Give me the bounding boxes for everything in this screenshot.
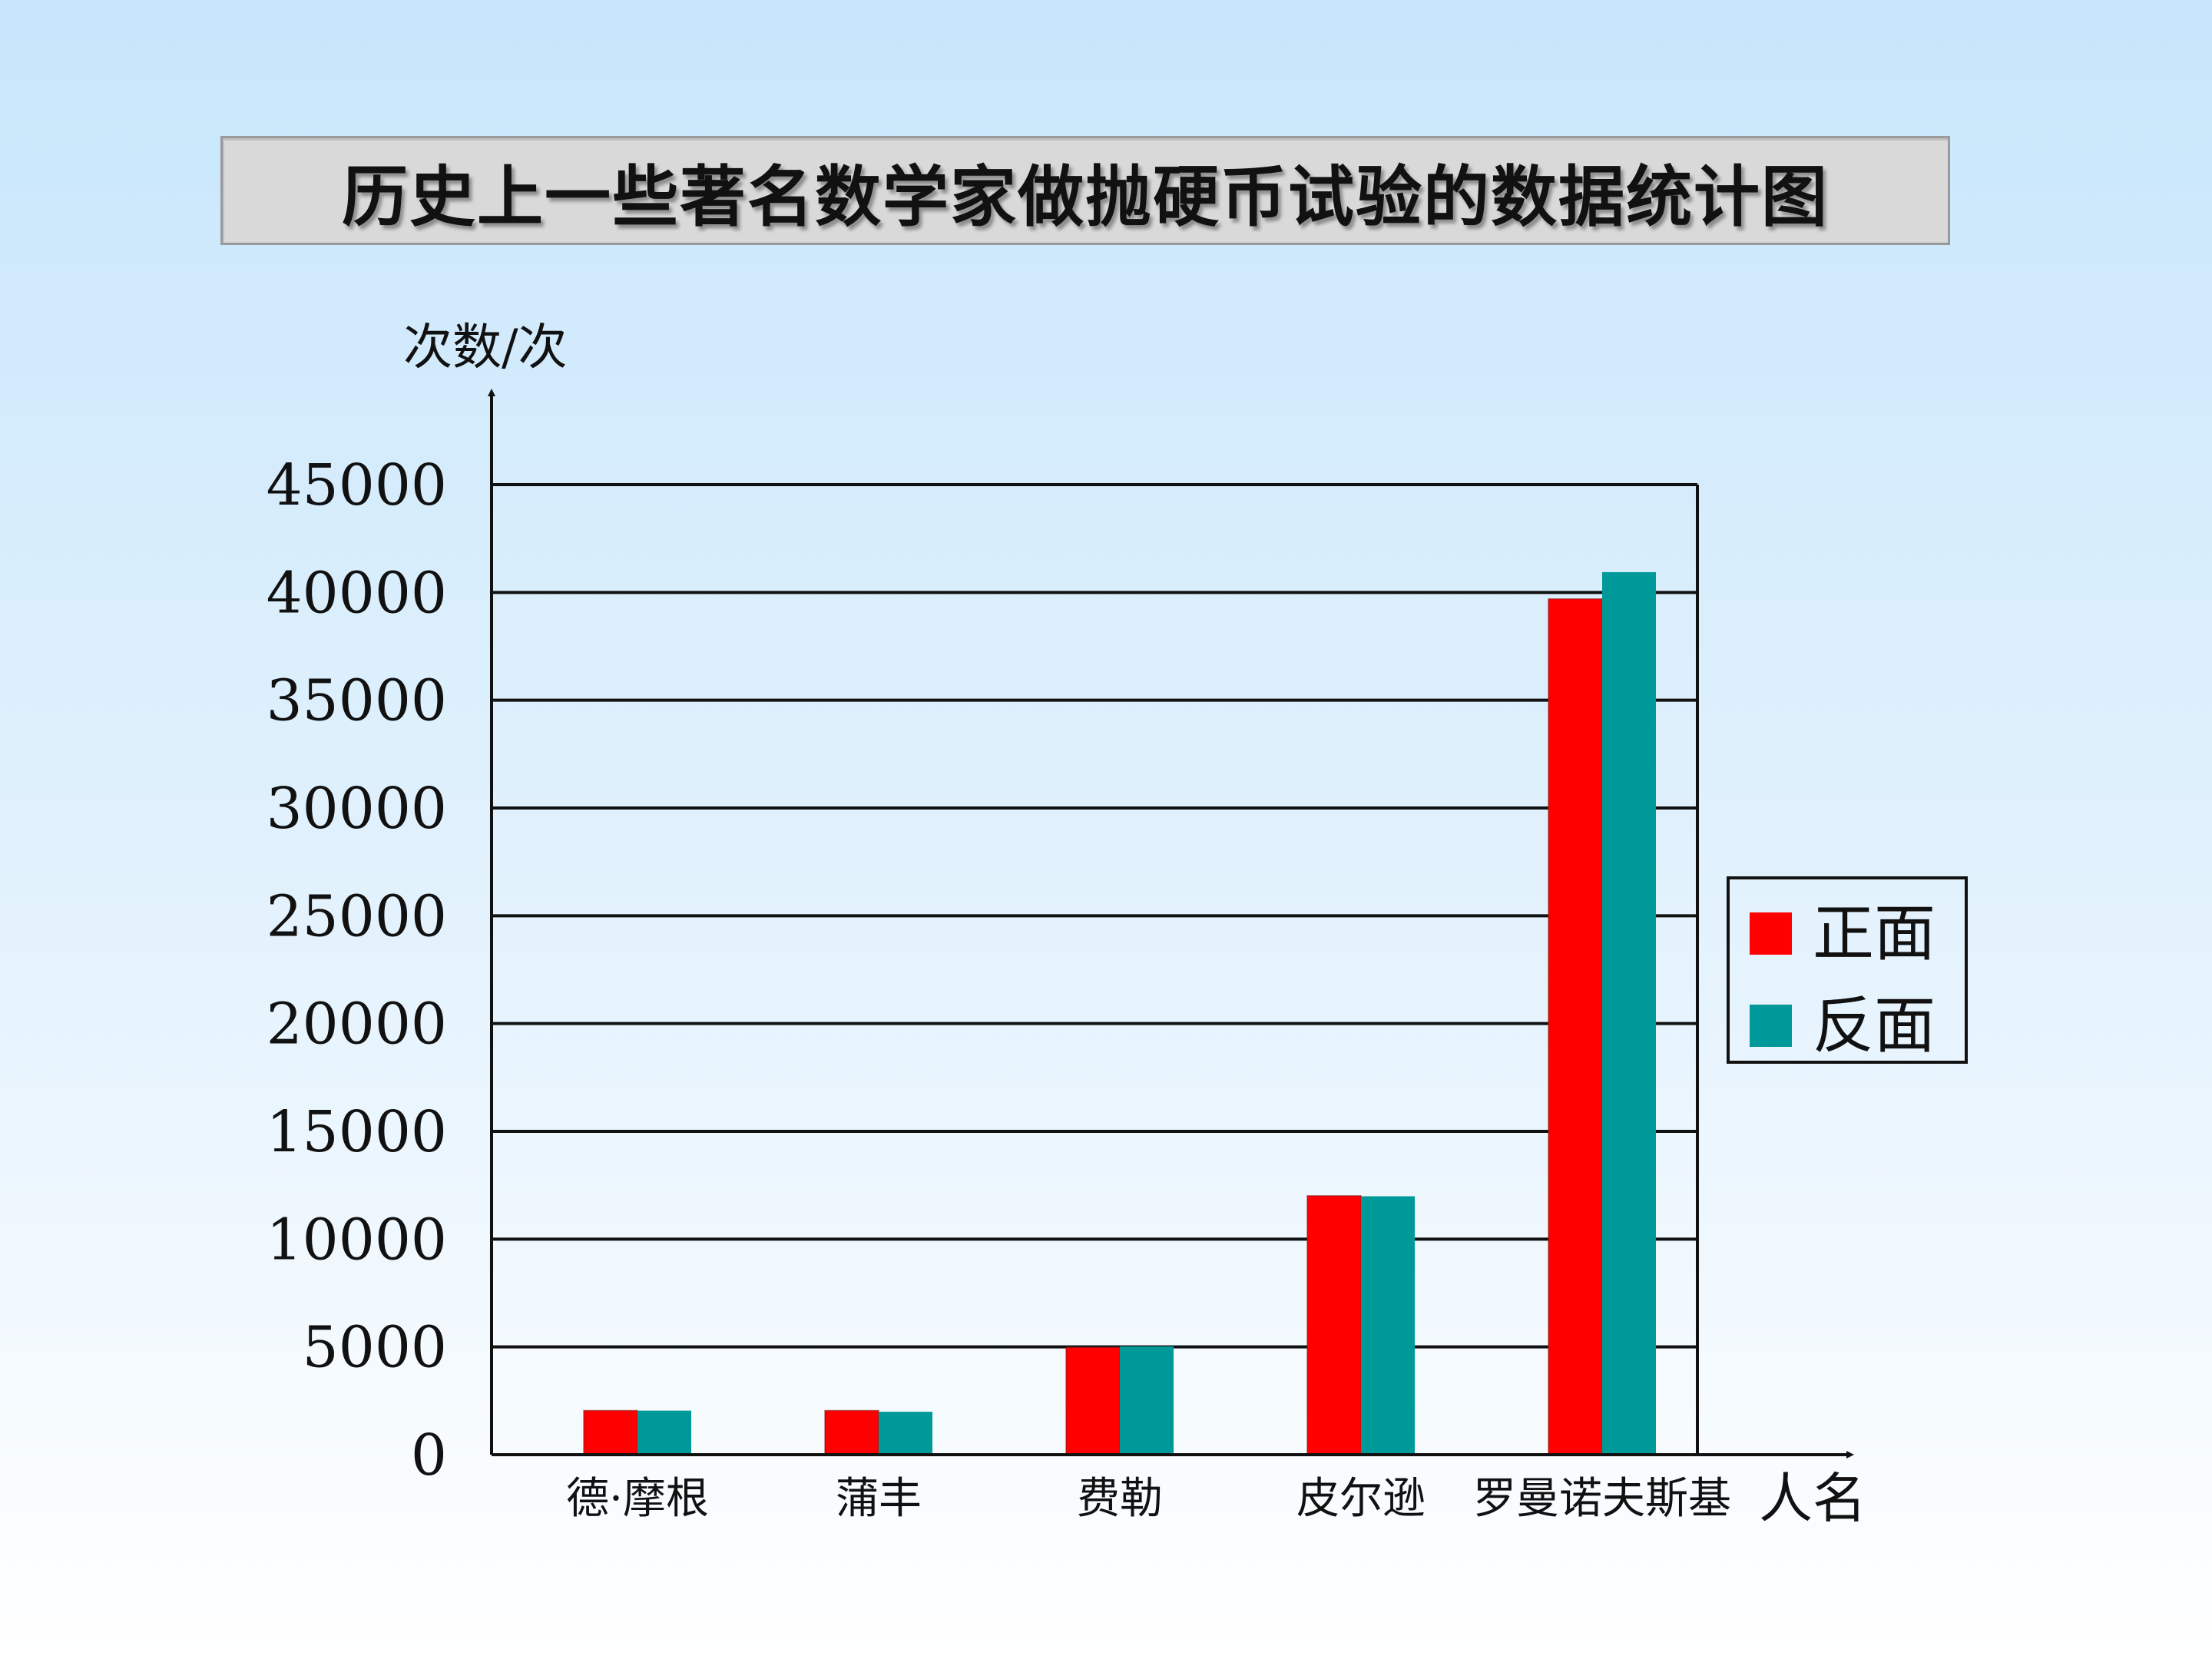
y-tick-label: 25000: [267, 883, 447, 949]
legend-label-tails: 反面: [1813, 990, 1936, 1061]
y-tick-label: 45000: [267, 452, 447, 518]
chart-title-box: 历史上一些著名数学家做抛硬币试验的数据统计图: [220, 136, 1950, 245]
bar-heads: [1065, 1346, 1121, 1455]
x-tick-label: 费勒: [1077, 1474, 1163, 1524]
x-tick-label: 罗曼诺夫斯基: [1473, 1474, 1731, 1524]
x-tick-label: 皮尔逊: [1296, 1474, 1426, 1524]
y-tick-label: 5000: [303, 1315, 447, 1381]
legend: 正面 反面: [1727, 876, 1968, 1064]
axes: [488, 389, 1854, 1459]
bar-tails: [1120, 1346, 1174, 1455]
x-tick-labels: 德·摩根 蒲丰 费勒 皮尔逊 罗曼诺夫斯基: [566, 1474, 1731, 1524]
y-axis-label: 次数/次: [403, 320, 568, 376]
y-tick-label: 20000: [267, 992, 447, 1058]
legend-box: [1727, 876, 1968, 1064]
x-tick-label: 德·摩根: [566, 1474, 709, 1524]
y-tick-label: 30000: [267, 776, 447, 842]
y-tick-labels: 0 5000 10000 15000 20000 25000 30000 35000 40000…: [267, 452, 447, 1488]
y-tick-label: 15000: [267, 1099, 447, 1165]
bar-heads: [1548, 598, 1603, 1455]
legend-swatch-heads: [1750, 912, 1792, 955]
bar-heads: [1306, 1195, 1362, 1455]
bars: [583, 571, 1656, 1455]
legend-label-heads: 正面: [1813, 898, 1936, 969]
bar-tails: [879, 1412, 932, 1455]
bar-heads: [583, 1409, 638, 1455]
y-tick-label: 40000: [267, 560, 447, 626]
chart-title: 历史上一些著名数学家做抛硬币试验的数据统计图: [342, 158, 1829, 236]
y-tick-label: 35000: [267, 668, 447, 734]
gridlines: [492, 483, 1699, 1455]
bar-tails: [637, 1410, 691, 1455]
y-tick-label: 10000: [267, 1207, 447, 1273]
bar-tails: [1602, 571, 1656, 1455]
x-tick-label: 蒲丰: [836, 1474, 922, 1524]
y-tick-label: 0: [411, 1422, 447, 1488]
bar-heads: [824, 1409, 879, 1455]
x-axis-label: 人名: [1759, 1467, 1866, 1530]
bar-tails: [1361, 1196, 1415, 1455]
legend-swatch-tails: [1750, 1005, 1792, 1047]
